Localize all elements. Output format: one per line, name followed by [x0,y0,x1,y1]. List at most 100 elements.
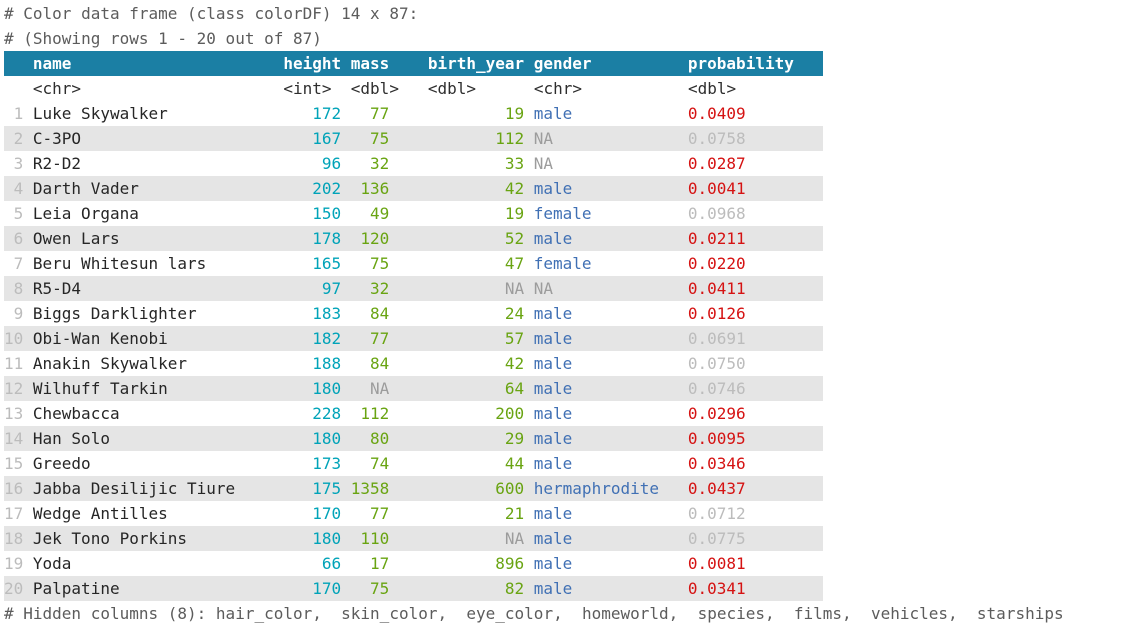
table-row: 14 Han Solo 180 80 29 male 0.0095 [4,426,823,451]
cell-birth-year: 29 [504,429,525,448]
cell-rownum: 13 [4,404,24,423]
cell-birth-year: NA [504,279,525,298]
header-gap [23,51,33,76]
cell-rownum: 14 [4,429,24,448]
column-type-birth-year: <dbl> [427,79,477,98]
cell-rownum: 2 [13,129,24,148]
cell-height: 97 [321,279,342,298]
table-row: 15 Greedo 173 74 44 male 0.0346 [4,451,823,476]
cell-birth-year: 19 [504,204,525,223]
cell-height: 150 [312,204,342,223]
table-row: 16 Jabba Desilijic Tiure 175 1358 600 hermaph… [4,476,823,501]
table-row: 6 Owen Lars 178 120 52 male 0.0211 [4,226,823,251]
header-rownum-spacer [4,51,23,76]
cell-rownum: 1 [13,104,24,123]
cell-gap [23,101,33,126]
cell-rownum: 3 [13,154,24,173]
cell-gender: male [533,179,573,198]
cell-birth-year: 24 [504,304,525,323]
showing-rows-comment: # (Showing rows 1 - 20 out of 87) [4,29,322,48]
table-row: 18 Jek Tono Porkins 180 110 NA male 0.0775 [4,526,823,551]
cell-gender: male [533,504,573,523]
cell-probability: 0.0409 [687,104,746,123]
cell-mass: 75 [370,579,390,598]
cell-gap [23,551,33,576]
cell-mass: 77 [370,104,390,123]
cell-height: 202 [312,179,342,198]
cell-mass: 120 [360,229,390,248]
column-header-name: name [32,54,72,73]
cell-probability: 0.0220 [687,254,746,273]
cell-mass: 77 [370,329,390,348]
cell-rownum: 9 [13,304,24,323]
column-type-name: <chr> [32,79,82,98]
cell-gap [23,351,33,376]
cell-name: Obi-Wan Kenobi [32,329,168,348]
hidden-columns-comment: # Hidden columns (8): hair_color, skin_c… [4,604,1064,623]
cell-probability: 0.0758 [687,129,746,148]
cell-height: 96 [321,154,342,173]
cell-mass: 32 [370,154,390,173]
cell-gap [23,151,33,176]
cell-mass: 136 [360,179,390,198]
cell-probability: 0.0968 [687,204,746,223]
cell-rownum: 12 [4,379,24,398]
table-row: 12 Wilhuff Tarkin 180 NA 64 male 0.0746 [4,376,823,401]
cell-name: Owen Lars [32,229,120,248]
cell-birth-year: 33 [504,154,525,173]
table-row: 5 Leia Organa 150 49 19 female 0.0968 [4,201,823,226]
cell-gap [23,376,33,401]
cell-height: 180 [312,379,342,398]
cell-probability: 0.0296 [687,404,746,423]
cell-name: Wilhuff Tarkin [32,379,168,398]
table-row: 9 Biggs Darklighter 183 84 24 male 0.0126 [4,301,823,326]
cell-gender: male [533,554,573,573]
table-row: 20 Palpatine 170 75 82 male 0.0341 [4,576,823,601]
table-row: 11 Anakin Skywalker 188 84 42 male 0.0750 [4,351,823,376]
cell-gap [23,326,33,351]
cell-height: 66 [321,554,342,573]
cell-gender: male [533,429,573,448]
cell-birth-year: 57 [504,329,525,348]
cell-name: Luke Skywalker [32,104,168,123]
cell-mass: 84 [370,304,390,323]
cell-gap [23,401,33,426]
cell-height: 175 [312,479,342,498]
table-row: 8 R5-D4 97 32 NA NA 0.0411 [4,276,823,301]
table-row: 2 C-3PO 167 75 112 NA 0.0758 [4,126,823,151]
cell-birth-year: 600 [495,479,525,498]
cell-gap [23,176,33,201]
cell-probability: 0.0775 [687,529,746,548]
cell-mass: 112 [360,404,390,423]
cell-gender: male [533,104,573,123]
cell-height: 165 [312,254,342,273]
cell-rownum: 4 [13,179,24,198]
cell-gap [23,201,33,226]
cell-probability: 0.0126 [687,304,746,323]
cell-mass: 75 [370,254,390,273]
cell-name: Palpatine [32,579,120,598]
cell-gap [23,501,33,526]
cell-rownum: 20 [4,579,24,598]
cell-height: 182 [312,329,342,348]
cell-probability: 0.0095 [687,429,746,448]
cell-probability: 0.0746 [687,379,746,398]
cell-probability: 0.0750 [687,354,746,373]
cell-gender: female [533,254,592,273]
cell-name: Chewbacca [32,404,120,423]
table-row: 13 Chewbacca 228 112 200 male 0.0296 [4,401,823,426]
cell-gender: male [533,354,573,373]
cell-name: Jabba Desilijic Tiure [32,479,236,498]
cell-gender: male [533,329,573,348]
table-row: 3 R2-D2 96 32 33 NA 0.0287 [4,151,823,176]
cell-birth-year: 896 [495,554,525,573]
column-type-mass: <dbl> [350,79,399,98]
cell-gender: male [533,404,573,423]
cell-name: Jek Tono Porkins [32,529,188,548]
cell-gender: female [533,204,592,223]
cell-rownum: 17 [4,504,24,523]
table-row: 1 Luke Skywalker 172 77 19 male 0.0409 [4,101,823,126]
cell-gender: male [533,454,573,473]
cell-name: C-3PO [32,129,82,148]
